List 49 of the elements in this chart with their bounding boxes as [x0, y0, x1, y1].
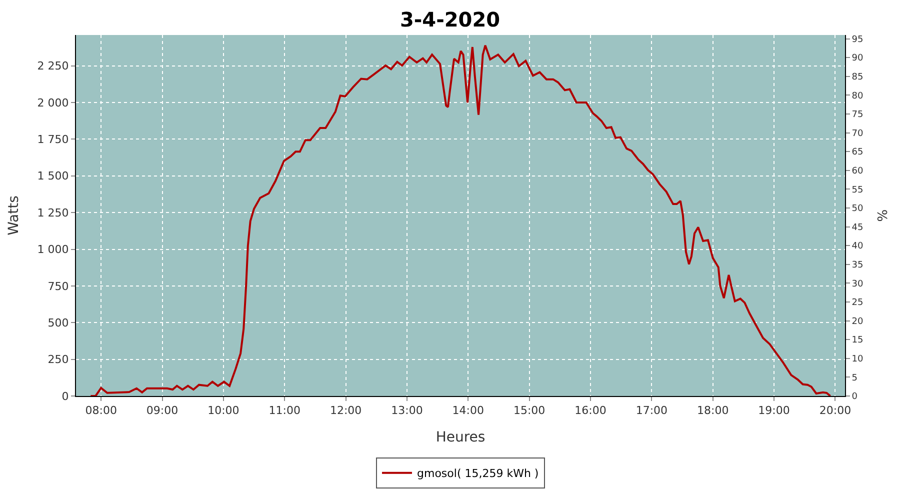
x-tick-label: 12:00	[330, 404, 362, 418]
y2-tick-label: 70	[852, 128, 864, 139]
y-tick-label: 2 250	[37, 60, 69, 73]
x-tick-label: 08:00	[85, 404, 117, 418]
y2-tick-label: 5	[852, 373, 858, 384]
y2-tick-label: 75	[852, 110, 864, 120]
y2-tick-label: 40	[852, 242, 864, 252]
y2-tick-label: 15	[852, 336, 864, 346]
y2-tick-label: 10	[852, 354, 864, 365]
y2-axis-title: %	[876, 209, 892, 222]
x-tick-label: 19:00	[758, 404, 790, 418]
y2-tick-label: 55	[852, 185, 864, 196]
y2-tick-label: 60	[852, 166, 864, 177]
y-tick-label: 1 000	[37, 243, 69, 256]
y-tick-label: 0	[62, 390, 69, 403]
y2-tick-label: 30	[852, 279, 864, 290]
x-tick-label: 18:00	[697, 404, 729, 418]
x-tick-label: 15:00	[513, 404, 546, 418]
y2-tick-label: 25	[852, 298, 864, 308]
y-tick-label: 250	[48, 353, 69, 366]
y-tick-label: 750	[48, 280, 69, 293]
x-tick-label: 11:00	[268, 404, 300, 418]
chart-title: 3-4-2020	[400, 8, 500, 32]
y-tick-label: 2 000	[37, 96, 69, 110]
x-tick-label: 10:00	[208, 404, 240, 418]
y-axis-title: Watts	[6, 196, 22, 236]
legend-label: gmosol( 15,259 kWh )	[417, 467, 539, 480]
x-tick-label: 13:00	[391, 404, 423, 418]
y-tick-label: 500	[48, 316, 69, 330]
y-tick-label: 1 750	[37, 133, 69, 146]
x-tick-label: 20:00	[819, 404, 852, 418]
y2-tick-label: 50	[852, 204, 864, 214]
y2-tick-label: 20	[852, 316, 864, 327]
y2-tick-label: 90	[852, 54, 864, 64]
y2-tick-label: 0	[852, 392, 858, 402]
x-tick-label: 16:00	[574, 404, 606, 418]
x-axis-title: Heures	[436, 430, 486, 446]
y2-tick-label: 80	[852, 91, 864, 102]
y2-tick-label: 65	[852, 148, 864, 158]
y-tick-label: 1 500	[37, 170, 69, 183]
x-tick-label: 09:00	[146, 404, 178, 418]
x-tick-label: 17:00	[636, 404, 668, 418]
y-tick-label: 1 250	[37, 206, 69, 220]
y2-tick-label: 95	[852, 34, 864, 45]
line-series	[90, 44, 832, 396]
y2-tick-label: 45	[852, 222, 864, 233]
y2-tick-label: 85	[852, 72, 864, 83]
x-tick-label: 14:00	[452, 404, 484, 418]
y2-tick-label: 35	[852, 260, 864, 271]
